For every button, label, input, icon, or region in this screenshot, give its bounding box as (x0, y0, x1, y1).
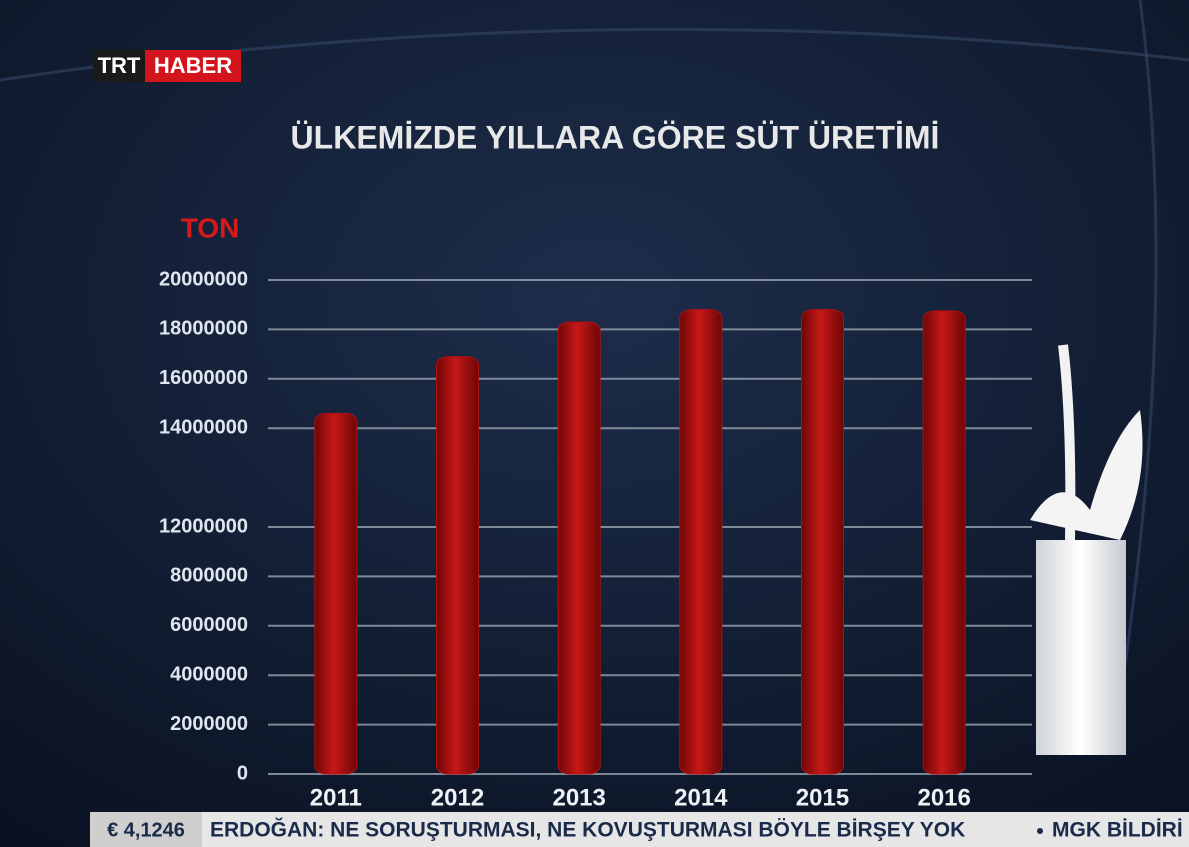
milk-splash (1030, 410, 1143, 540)
y-tick-label: 18000000 (159, 318, 248, 340)
x-tick-label: 2012 (431, 784, 484, 811)
ticker-rate-box (90, 812, 202, 847)
milk-glass (1030, 344, 1143, 755)
ticker: € 4,1246 ERDOĞAN: NE SORUŞTURMASI, NE KO… (90, 812, 1189, 847)
ticker-next: MGK BİLDİRİ (1052, 819, 1183, 842)
y-tick-label: 20000000 (159, 268, 248, 290)
logo-text: TRT (98, 53, 141, 78)
y-tick-label: 0 (237, 762, 248, 784)
bar (679, 309, 723, 775)
y-tick-label: 8000000 (170, 565, 248, 587)
logo-box (93, 50, 145, 82)
y-tick-label: 2000000 (170, 713, 248, 735)
y-axis-label: TON (181, 212, 240, 243)
glass (1036, 540, 1126, 755)
chart-title: ÜLKEMİZDE YILLARA GÖRE SÜT ÜRETİMİ (291, 119, 940, 155)
logo: TRT HABER (93, 50, 241, 82)
bar (314, 412, 358, 775)
ticker-separator (1037, 828, 1043, 834)
y-tick-label: 16000000 (159, 367, 248, 389)
bar (557, 321, 601, 775)
x-tick-label: 2013 (552, 784, 605, 811)
x-tick-label: 2011 (310, 784, 362, 811)
plot: 0 2000000 4000000 6000000 8000000 12000000 140… (159, 268, 1032, 811)
ticker-bar (90, 812, 1189, 847)
x-tick-label: 2015 (796, 784, 849, 811)
bar (801, 309, 844, 775)
ticker-rate: € 4,1246 (107, 819, 185, 841)
y-tick-label: 12000000 (159, 515, 248, 537)
ticker-headline: ERDOĞAN: NE SORUŞTURMASI, NE KOVUŞTURMAS… (210, 818, 965, 842)
bar (436, 356, 479, 775)
x-tick-label: 2016 (917, 784, 970, 811)
logo-box (145, 50, 241, 82)
y-tick-label: 4000000 (170, 663, 248, 685)
decor (1118, 0, 1158, 701)
y-tick-label: 6000000 (170, 614, 248, 636)
y-tick-label: 14000000 (159, 416, 248, 438)
x-tick-label: 2014 (674, 784, 728, 811)
bar (922, 310, 966, 775)
logo-text: HABER (154, 53, 232, 78)
